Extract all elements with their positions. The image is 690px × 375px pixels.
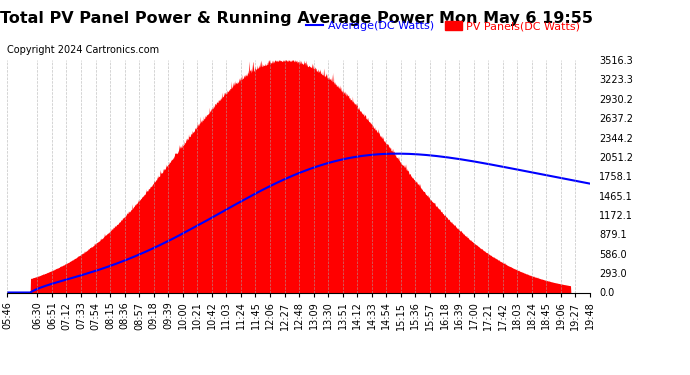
Text: Copyright 2024 Cartronics.com: Copyright 2024 Cartronics.com [7, 45, 159, 55]
Legend: Average(DC Watts), PV Panels(DC Watts): Average(DC Watts), PV Panels(DC Watts) [302, 17, 584, 36]
Text: Total PV Panel Power & Running Average Power Mon May 6 19:55: Total PV Panel Power & Running Average P… [0, 11, 593, 26]
